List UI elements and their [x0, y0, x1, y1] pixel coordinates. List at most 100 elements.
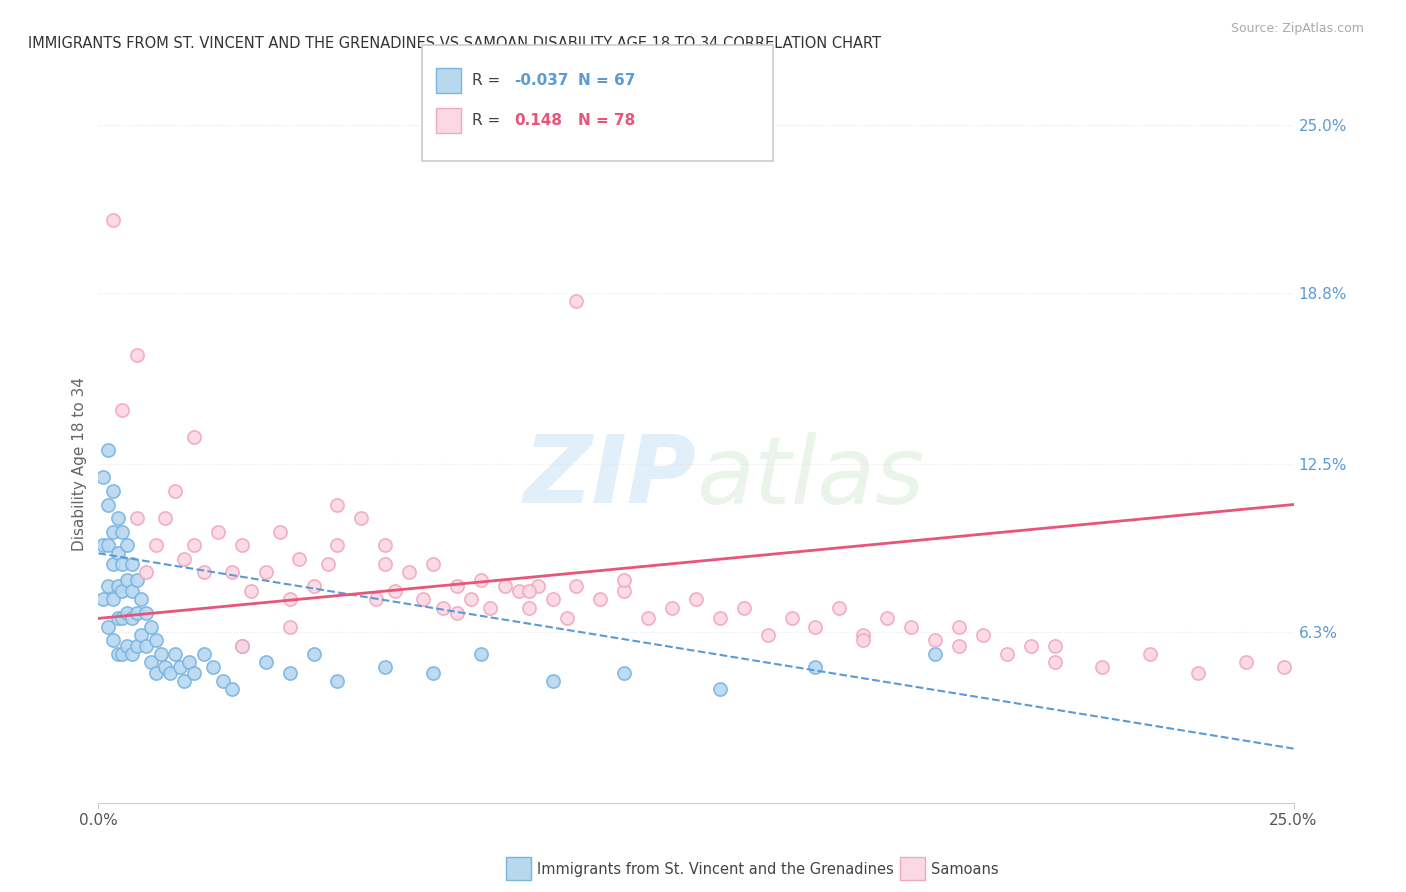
Point	[613, 665, 636, 680]
Point	[565, 294, 588, 309]
Point	[111, 611, 134, 625]
Point	[145, 538, 167, 552]
Point	[613, 574, 636, 588]
Point	[1272, 660, 1295, 674]
Point	[240, 584, 263, 599]
Point	[125, 606, 148, 620]
Point	[97, 443, 120, 458]
Point	[422, 665, 444, 680]
Point	[541, 592, 564, 607]
Point	[101, 557, 124, 571]
Point	[446, 606, 468, 620]
Point	[470, 574, 492, 588]
Point	[374, 557, 396, 571]
Point	[115, 606, 138, 620]
Point	[101, 524, 124, 539]
Point	[107, 546, 129, 560]
Text: R =: R =	[472, 73, 506, 87]
Text: Immigrants from St. Vincent and the Grenadines: Immigrants from St. Vincent and the Gren…	[537, 863, 894, 877]
Point	[211, 673, 233, 688]
Point	[231, 639, 253, 653]
Point	[193, 647, 215, 661]
Point	[565, 579, 588, 593]
Point	[527, 579, 550, 593]
Point	[97, 619, 120, 633]
Text: N = 67: N = 67	[578, 73, 636, 87]
Point	[173, 551, 195, 566]
Point	[139, 655, 162, 669]
Point	[613, 584, 636, 599]
Point	[302, 579, 325, 593]
Text: ZIP: ZIP	[523, 432, 696, 524]
Point	[91, 470, 114, 484]
Point	[231, 538, 253, 552]
Point	[121, 557, 143, 571]
Point	[179, 655, 201, 669]
Point	[278, 665, 301, 680]
Point	[159, 665, 181, 680]
Point	[374, 660, 396, 674]
Point	[733, 600, 755, 615]
Point	[145, 665, 167, 680]
Point	[278, 592, 301, 607]
Point	[107, 511, 129, 525]
Point	[183, 430, 205, 444]
Point	[115, 574, 138, 588]
Point	[135, 606, 157, 620]
Point	[221, 566, 243, 580]
Point	[446, 579, 468, 593]
Point	[326, 673, 349, 688]
Point	[101, 212, 124, 227]
Point	[804, 619, 827, 633]
Point	[661, 600, 683, 615]
Text: Source: ZipAtlas.com: Source: ZipAtlas.com	[1230, 22, 1364, 36]
Point	[1043, 655, 1066, 669]
Point	[125, 348, 148, 362]
Point	[131, 592, 153, 607]
Text: 0.148: 0.148	[515, 113, 562, 128]
Point	[900, 619, 922, 633]
Point	[374, 538, 396, 552]
Point	[852, 628, 875, 642]
Text: Samoans: Samoans	[931, 863, 998, 877]
Text: IMMIGRANTS FROM ST. VINCENT AND THE GRENADINES VS SAMOAN DISABILITY AGE 18 TO 34: IMMIGRANTS FROM ST. VINCENT AND THE GREN…	[28, 36, 882, 51]
Point	[804, 660, 827, 674]
Point	[149, 647, 172, 661]
Point	[1019, 639, 1042, 653]
Point	[254, 566, 277, 580]
Point	[183, 538, 205, 552]
Point	[924, 647, 946, 661]
Point	[121, 584, 143, 599]
Point	[364, 592, 387, 607]
Point	[508, 584, 530, 599]
Point	[139, 619, 162, 633]
Point	[555, 611, 578, 625]
Point	[302, 647, 325, 661]
Point	[97, 538, 120, 552]
Point	[115, 639, 138, 653]
Point	[121, 611, 143, 625]
Point	[924, 633, 946, 648]
Point	[384, 584, 406, 599]
Point	[125, 574, 148, 588]
Point	[107, 579, 129, 593]
Point	[91, 538, 114, 552]
Point	[316, 557, 339, 571]
Point	[101, 633, 124, 648]
Point	[155, 660, 177, 674]
Point	[91, 592, 114, 607]
Point	[709, 681, 731, 696]
Point	[111, 557, 134, 571]
Point	[326, 498, 349, 512]
Point	[107, 611, 129, 625]
Point	[517, 584, 540, 599]
Text: -0.037: -0.037	[515, 73, 569, 87]
Point	[183, 665, 205, 680]
Point	[756, 628, 779, 642]
Point	[163, 647, 186, 661]
Point	[269, 524, 291, 539]
Point	[1139, 647, 1161, 661]
Point	[948, 639, 970, 653]
Point	[432, 600, 454, 615]
Point	[207, 524, 229, 539]
